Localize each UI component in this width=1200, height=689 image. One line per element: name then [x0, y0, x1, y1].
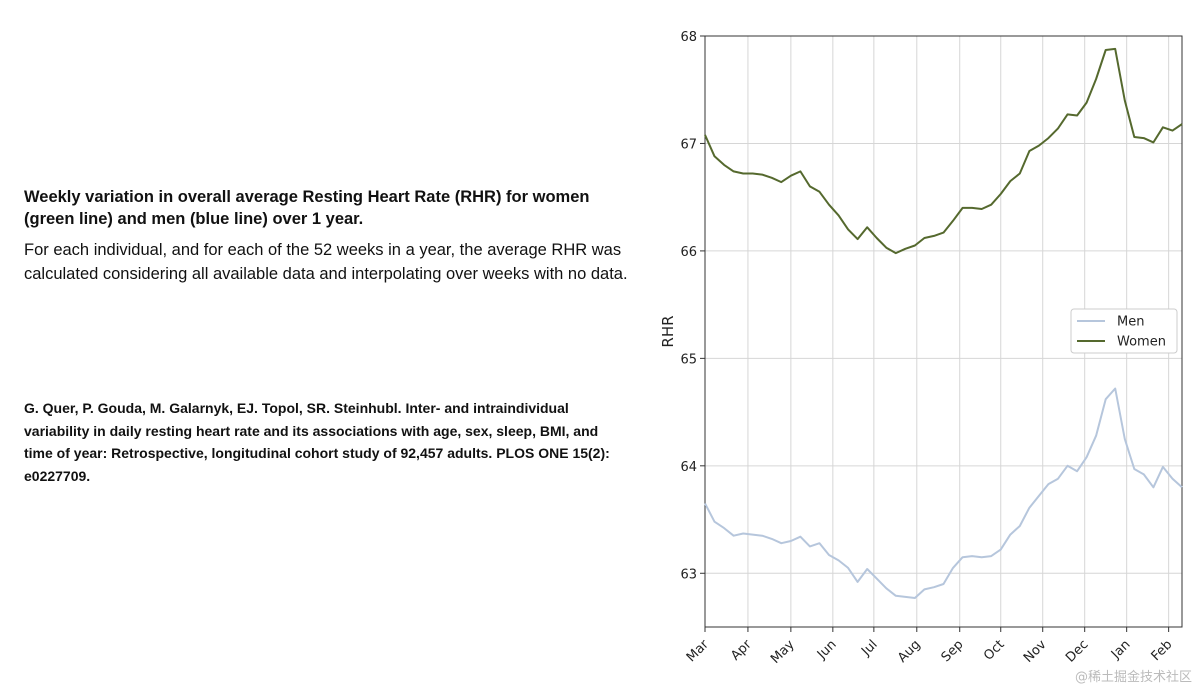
y-tick-label: 67 — [680, 137, 697, 152]
x-tick-label-oct: Oct — [981, 637, 1008, 664]
description-panel: Weekly variation in overall average Rest… — [24, 0, 644, 689]
y-tick-label: 66 — [680, 245, 697, 260]
y-tick-label: 64 — [680, 460, 697, 475]
x-tick-label-mar: Mar — [684, 637, 712, 665]
y-tick-label: 68 — [680, 30, 697, 45]
x-tick-label-may: May — [768, 637, 798, 667]
x-tick-label-nov: Nov — [1021, 637, 1050, 666]
x-tick-label-aug: Aug — [895, 637, 924, 666]
chart-caption-heading: Weekly variation in overall average Rest… — [24, 188, 590, 228]
y-axis-label: RHR — [659, 315, 677, 347]
legend-label-women: Women — [1117, 335, 1166, 350]
series-line-women — [704, 47, 1183, 255]
watermark: @稀土掘金技术社区 — [1074, 670, 1192, 685]
y-tick-label: 63 — [680, 567, 697, 582]
x-tick-label-jun: Jun — [814, 637, 840, 663]
plot-frame — [704, 35, 1183, 628]
x-tick-label-sep: Sep — [939, 637, 967, 665]
series-lines — [704, 47, 1183, 599]
y-tick-label: 65 — [680, 352, 697, 367]
x-tick-label-jul: Jul — [858, 637, 880, 659]
series-line-men — [704, 387, 1183, 599]
x-tick-label-jan: Jan — [1108, 637, 1133, 662]
x-tick-label-apr: Apr — [728, 637, 755, 664]
legend: Men Women — [1070, 308, 1178, 354]
citation: G. Quer, P. Gouda, M. Galarnyk, EJ. Topo… — [24, 400, 610, 484]
x-tick-label-feb: Feb — [1149, 637, 1176, 664]
chart-caption-body: For each individual, and for each of the… — [24, 241, 628, 283]
legend-label-men: Men — [1117, 315, 1144, 330]
x-tick-label-dec: Dec — [1063, 637, 1091, 665]
